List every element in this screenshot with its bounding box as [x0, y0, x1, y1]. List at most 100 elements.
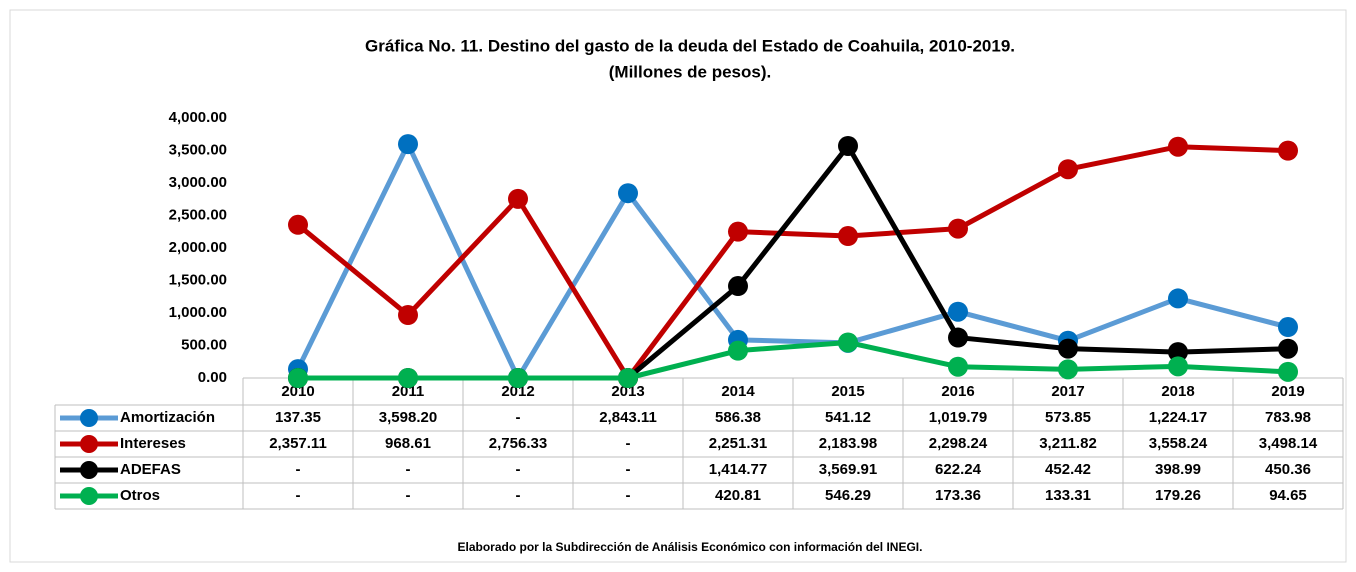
- table-cell: 452.42: [1045, 461, 1091, 478]
- legend-label: Amortización: [120, 409, 215, 426]
- point-marker: [1058, 338, 1078, 359]
- table-cell: -: [406, 461, 411, 478]
- legend-label: Otros: [120, 487, 160, 504]
- point-marker: [948, 218, 968, 239]
- legend-swatch-marker: [80, 461, 98, 479]
- point-marker: [618, 183, 638, 204]
- x-tick-label: 2016: [941, 383, 974, 400]
- table-cell: 783.98: [1265, 409, 1311, 426]
- y-tick-label: 3,500.00: [169, 141, 227, 158]
- point-marker: [1278, 338, 1298, 359]
- point-marker: [398, 134, 418, 155]
- y-tick-label: 2,500.00: [169, 206, 227, 223]
- y-tick-label: 500.00: [181, 336, 227, 353]
- x-tick-label: 2017: [1051, 383, 1084, 400]
- table-cell: 3,598.20: [379, 409, 437, 426]
- point-marker: [288, 368, 308, 388]
- series-line: [296, 144, 1289, 381]
- table-cell: -: [516, 487, 521, 504]
- table-cell: 179.26: [1155, 487, 1201, 504]
- table-cell: 2,298.24: [929, 435, 988, 452]
- point-marker: [288, 214, 308, 235]
- point-marker: [838, 332, 858, 353]
- table-cell: 398.99: [1155, 461, 1201, 478]
- table-cell: -: [516, 409, 521, 426]
- point-marker: [1168, 288, 1188, 309]
- table-cell: 173.36: [935, 487, 981, 504]
- series-line: [295, 141, 1289, 381]
- table-cell: -: [516, 461, 521, 478]
- footer: Elaborado por la Subdirección de Análisi…: [458, 540, 923, 554]
- table-cell: -: [626, 487, 631, 504]
- table-cell: 2,357.11: [269, 435, 327, 452]
- y-tick-label: 3,000.00: [169, 174, 227, 191]
- table-cell: -: [296, 461, 301, 478]
- point-marker: [1058, 359, 1078, 380]
- table-cell: 3,211.82: [1039, 435, 1097, 452]
- y-tick-label: 1,500.00: [169, 271, 227, 288]
- y-tick-label: 2,000.00: [169, 239, 227, 256]
- point-marker: [1168, 356, 1188, 377]
- table-cell: 94.65: [1269, 487, 1307, 504]
- table-cell: 137.35: [275, 409, 321, 426]
- series-line: [298, 339, 1289, 381]
- point-marker: [1278, 140, 1298, 161]
- point-marker: [1278, 361, 1298, 382]
- x-tick-label: 2012: [501, 383, 534, 400]
- point-marker: [948, 356, 968, 377]
- point-marker: [1168, 136, 1188, 157]
- point-marker: [728, 340, 748, 361]
- point-marker: [1168, 342, 1188, 363]
- table-cell: 586.38: [715, 409, 761, 426]
- table-cell: -: [626, 461, 631, 478]
- table-cell: 450.36: [1265, 461, 1311, 478]
- legend-label: ADEFAS: [120, 461, 181, 478]
- legend-swatch-marker: [80, 487, 98, 505]
- point-marker: [838, 135, 858, 156]
- table-cell: 546.29: [825, 487, 871, 504]
- y-tick-label: 4,000.00: [169, 109, 227, 126]
- point-marker: [948, 301, 968, 322]
- point-marker: [508, 368, 528, 388]
- y-tick-label: 1,000.00: [169, 304, 227, 321]
- legend-swatch-marker: [80, 409, 98, 427]
- point-marker: [1278, 317, 1298, 338]
- legend-swatch-marker: [80, 435, 98, 453]
- table-cell: 2,251.31: [709, 435, 767, 452]
- chart-subtitle: (Millones de pesos).: [609, 62, 771, 81]
- point-marker: [398, 305, 418, 326]
- table-cell: 573.85: [1045, 409, 1091, 426]
- table-cell: -: [406, 487, 411, 504]
- point-marker: [398, 368, 418, 388]
- table-cell: 3,569.91: [819, 461, 877, 478]
- x-tick-label: 2011: [392, 383, 425, 400]
- table-cell: 3,558.24: [1149, 435, 1208, 452]
- x-tick-label: 2014: [721, 383, 755, 400]
- x-tick-label: 2013: [611, 383, 644, 400]
- point-marker: [728, 276, 748, 297]
- table-cell: 3,498.14: [1259, 435, 1318, 452]
- x-tick-label: 2018: [1161, 383, 1194, 400]
- x-tick-label: 2015: [831, 383, 864, 400]
- table-cell: 2,183.98: [819, 435, 877, 452]
- point-marker: [1058, 159, 1078, 180]
- table-cell: 968.61: [385, 435, 431, 452]
- chart-title: Gráfica No. 11. Destino del gasto de la …: [365, 36, 1015, 55]
- point-marker: [618, 368, 638, 388]
- table-cell: 1,019.79: [929, 409, 987, 426]
- table-cell: 1,414.77: [709, 461, 767, 478]
- table-cell: 541.12: [825, 409, 871, 426]
- table-cell: 133.31: [1045, 487, 1091, 504]
- point-marker: [728, 221, 748, 242]
- table-cell: 622.24: [935, 461, 982, 478]
- x-tick-label: 2010: [281, 383, 314, 400]
- table-cell: -: [626, 435, 631, 452]
- point-marker: [838, 226, 858, 247]
- point-marker: [948, 327, 968, 348]
- table-cell: -: [296, 487, 301, 504]
- table-cell: 1,224.17: [1149, 409, 1207, 426]
- y-tick-label: 0.00: [198, 369, 227, 386]
- table-cell: 2,843.11: [599, 409, 657, 426]
- x-tick-label: 2019: [1271, 383, 1304, 400]
